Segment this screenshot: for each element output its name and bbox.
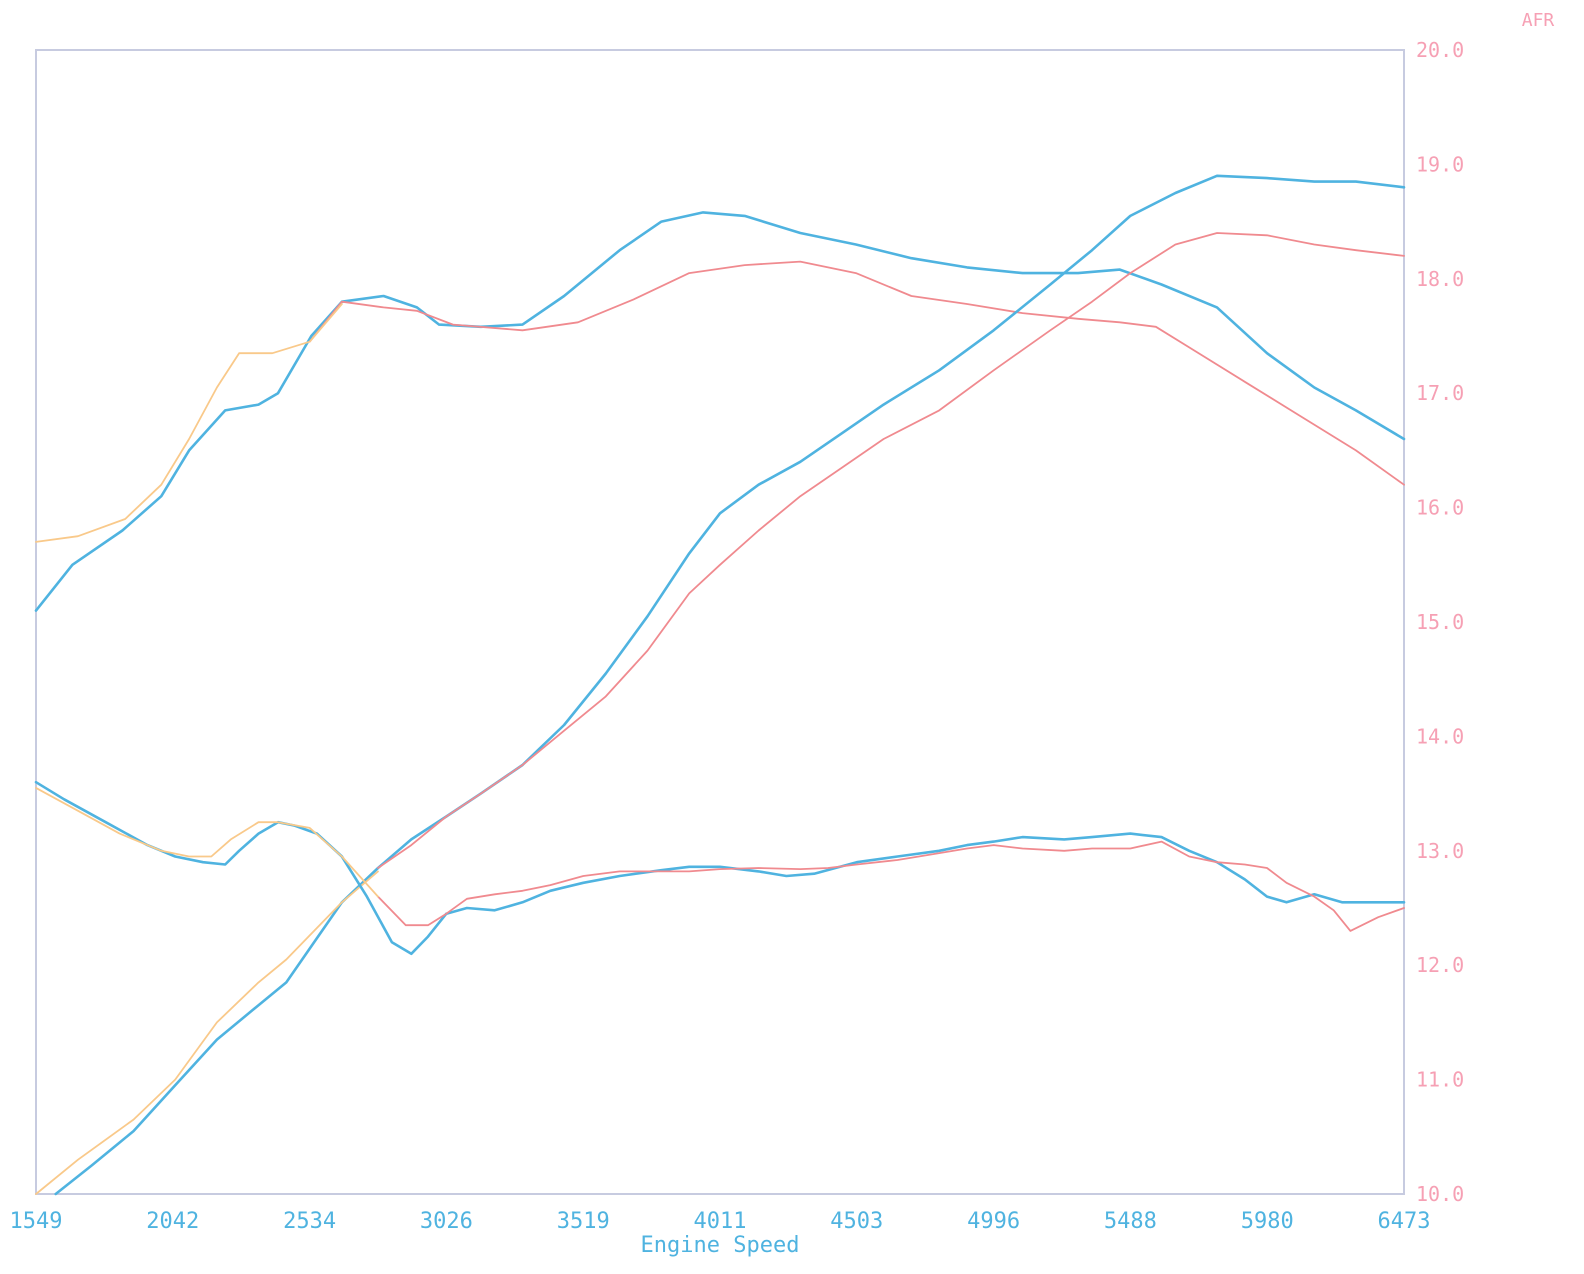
series-line-2 [35,303,343,543]
x-axis-ticks: 1549 2042 2534 3026 3519 4011 4503 4996 5488 5980… [10,1209,1431,1234]
x-tick-label: 1549 [10,1209,63,1234]
x-tick-label: 5980 [1241,1209,1294,1234]
x-tick-label: 2534 [283,1209,336,1234]
y-axis-ticks: 10.0 11.0 12.0 13.0 14.0 15.0 16.0 17.0 18.0 19.0… [1416,38,1464,1206]
y-axis-title: AFR [1522,10,1555,31]
x-tick-label: 4503 [830,1209,883,1234]
series-line-5 [35,870,379,1195]
series-line-4 [377,232,1405,869]
series-layer [34,174,1406,1196]
x-axis-title: Engine Speed [641,1233,800,1258]
series-line-1 [308,260,1405,486]
plot-frame [35,49,1405,1195]
x-tick-label: 3026 [420,1209,473,1234]
y-tick-label: 14.0 [1416,724,1464,748]
x-tick-label: 6473 [1378,1209,1431,1234]
x-tick-label: 2042 [146,1209,199,1234]
series-line-8 [35,787,379,898]
y-tick-label: 10.0 [1416,1182,1464,1206]
y-tick-label: 15.0 [1416,610,1464,634]
x-tick-label: 4011 [694,1209,747,1234]
y-tick-label: 20.0 [1416,38,1464,62]
series-line-3 [54,174,1406,1196]
y-tick-label: 12.0 [1416,953,1464,977]
series-line-7 [377,840,1405,932]
y-tick-label: 19.0 [1416,152,1464,176]
y-tick-label: 13.0 [1416,839,1464,863]
y-tick-label: 17.0 [1416,381,1464,405]
series-line-0 [34,211,1406,612]
series-line-6 [34,780,1406,956]
y-tick-label: 16.0 [1416,496,1464,520]
x-tick-label: 3519 [557,1209,610,1234]
y-tick-label: 18.0 [1416,267,1464,291]
x-tick-label: 4996 [967,1209,1020,1234]
x-tick-label: 5488 [1104,1209,1157,1234]
y-tick-label: 11.0 [1416,1068,1464,1092]
